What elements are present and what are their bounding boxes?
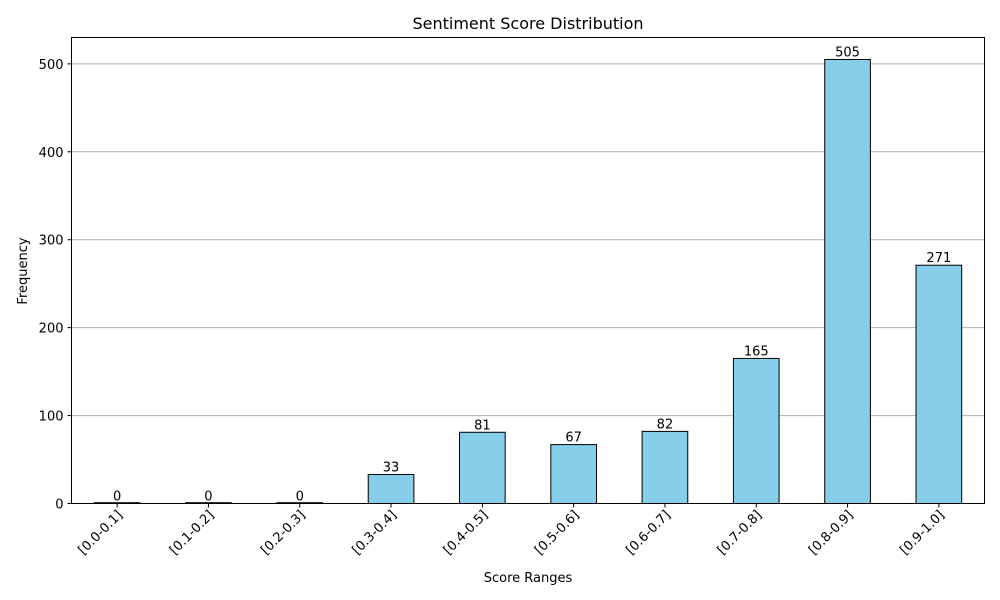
x-tick-label: [0.5-0.6] xyxy=(532,508,582,558)
bar-value-label: 81 xyxy=(474,418,491,433)
bar xyxy=(824,58,871,504)
y-tick-label: 500 xyxy=(39,58,64,73)
bar-value-labels: 0 0 0 33 81 67 82 165 505 271 xyxy=(113,45,951,504)
y-tick-label: 100 xyxy=(39,410,64,425)
x-tick-label: [0.3-0.4] xyxy=(350,508,400,558)
y-tick-label: 0 xyxy=(55,498,63,513)
x-tick-label: [0.9-1.0] xyxy=(897,508,947,558)
x-tick-label: [0.1-0.2] xyxy=(167,508,217,558)
chart-title: Sentiment Score Distribution xyxy=(412,14,643,33)
bar-value-label: 33 xyxy=(383,460,400,475)
x-tick-label: [0.0-0.1] xyxy=(76,508,126,558)
bar xyxy=(915,264,963,504)
bar xyxy=(550,444,597,505)
x-tick-label: [0.7-0.8] xyxy=(715,508,765,558)
y-axis-ticks: 0 100 200 300 400 500 xyxy=(39,58,72,513)
bar xyxy=(367,473,415,504)
bar xyxy=(641,430,689,504)
y-tick-label: 300 xyxy=(39,234,64,249)
bar-value-label: 165 xyxy=(744,344,769,359)
bar xyxy=(459,431,506,504)
y-tick-label: 200 xyxy=(39,322,64,337)
bars xyxy=(93,58,963,505)
bar-value-label: 271 xyxy=(926,251,951,266)
bar-value-label: 82 xyxy=(657,417,674,432)
bar-value-label: 0 xyxy=(204,490,212,505)
x-axis-label: Score Ranges xyxy=(484,571,573,586)
x-tick-label: [0.6-0.7] xyxy=(623,508,673,558)
bar-value-label: 0 xyxy=(296,490,304,505)
x-axis-ticks: [0.0-0.1] [0.1-0.2] [0.2-0.3] [0.3-0.4] [0.4… xyxy=(76,503,948,558)
bar-value-label: 505 xyxy=(835,45,860,60)
bar-value-label: 67 xyxy=(565,431,582,446)
plot-frame xyxy=(71,37,985,504)
y-axis-label: Frequency xyxy=(16,237,31,304)
x-tick-label: [0.8-0.9] xyxy=(806,508,856,558)
y-tick-label: 400 xyxy=(39,146,64,161)
x-tick-label: [0.2-0.3] xyxy=(258,508,308,558)
bar xyxy=(732,357,780,504)
x-tick-label: [0.4-0.5] xyxy=(441,508,491,558)
bar-value-label: 0 xyxy=(113,490,121,505)
